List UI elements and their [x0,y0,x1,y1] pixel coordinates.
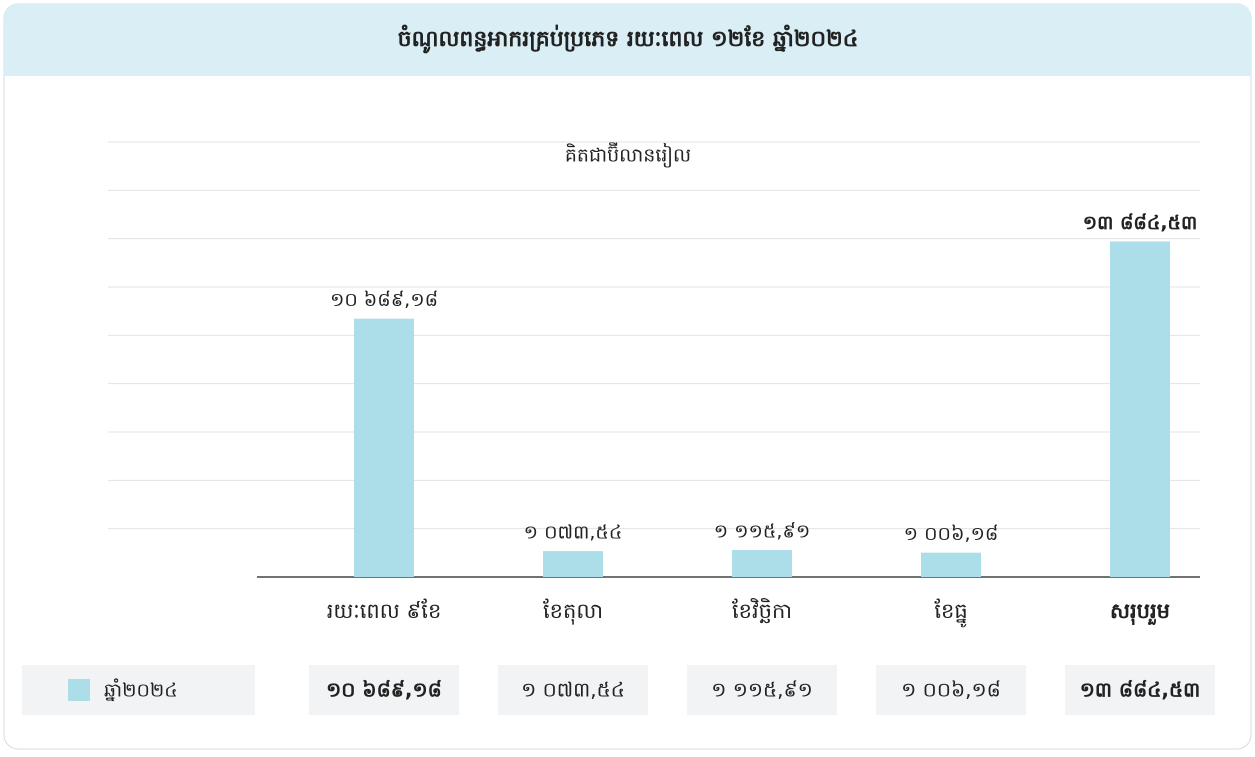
bar [1110,241,1170,577]
x-tick-label: ខែតុលា [543,598,603,625]
legend-label: ឆ្នាំ២០២៤ [104,678,178,702]
table-value: ១ ១១៥,៩១ [711,678,813,702]
table-cell [687,665,837,715]
table-cell [309,665,459,715]
table-value: ១០ ៦៨៩,១៨ [326,678,442,702]
header [4,4,1251,76]
table-value: ១៣ ៨៨៤,៥៣ [1080,678,1201,702]
legend-swatch [68,679,90,701]
card [3,3,1252,750]
bar [543,551,603,577]
value-label: ១ ០៧៣,៥៤ [524,522,623,544]
table-value: ១ ០៧៣,៥៤ [521,678,625,702]
chart-subtitle: គិតជាប៊ីលានរៀល [565,142,691,169]
table-cell [1065,665,1215,715]
value-label: ១៣ ៨៨៤,៥៣ [1083,212,1198,234]
x-tick-label: សរុបរួម [1110,599,1170,626]
bar [921,552,981,577]
chart-title: ចំណូលពន្ធអាករគ្រប់ប្រភេទ រយៈពេល ១២ខែ ឆ្ន… [398,24,859,54]
x-tick-label: រយៈពេល ៩ខែ [327,598,442,623]
value-label: ១០ ៦៨៩,១៨ [330,289,438,311]
value-label: ១ ១១៥,៩១ [714,521,811,543]
table-value: ១ ០០៦,១៨ [901,678,1001,702]
bar [732,550,792,577]
value-label: ១ ០០៦,១៨ [904,523,999,545]
table-cell [498,665,648,715]
bar [354,318,414,577]
table-cell [876,665,1026,715]
x-tick-label: ខែវិច្ឆិកា [732,598,792,624]
legend-cell [22,665,255,715]
